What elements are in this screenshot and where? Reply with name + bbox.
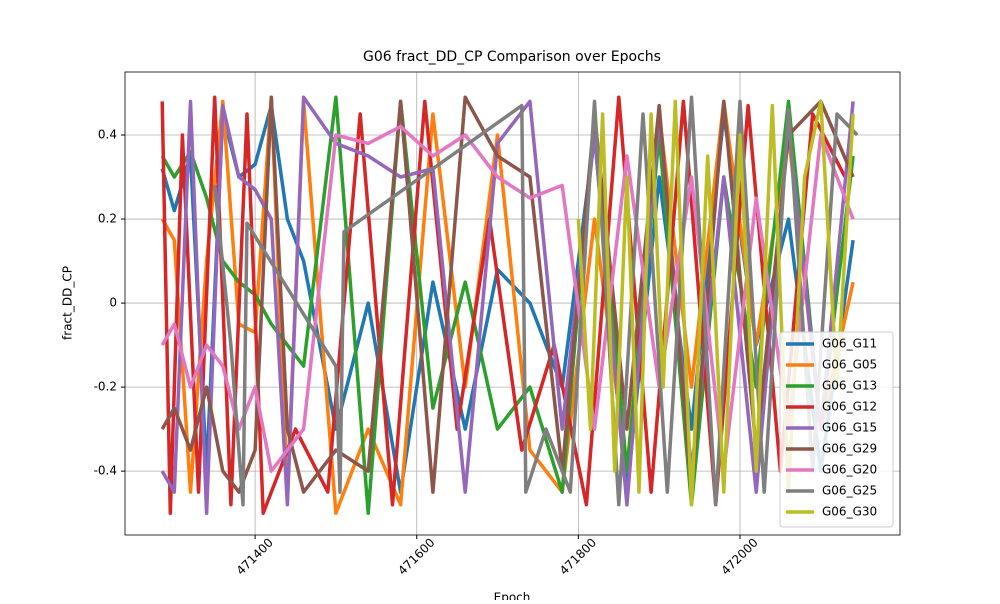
legend-label: G06_G12: [822, 400, 877, 414]
legend-label: G06_G29: [822, 442, 877, 456]
series-line: [160, 124, 855, 473]
y-tick-label: 0.2: [98, 212, 117, 226]
x-tick-label: 471400: [234, 535, 276, 577]
legend-label: G06_G13: [822, 379, 877, 393]
plot-area: [160, 95, 859, 515]
legend-box: [779, 331, 894, 528]
chart-title: G06 fract_DD_CP Comparison over Epochs: [363, 49, 661, 65]
legend: G06_G11 G06_G05 G06_G13 G06_G12 G06_G15 G06_G…: [779, 331, 894, 528]
legend-label: G06_G11: [822, 337, 877, 351]
y-tick-label: 0: [109, 296, 117, 310]
y-tick-label: -0.2: [94, 380, 117, 394]
axes-frame: [124, 71, 901, 536]
series-line: [212, 95, 859, 507]
y-tick-label: -0.4: [94, 464, 117, 478]
series-line: [576, 99, 855, 507]
x-tick-label: 471600: [395, 535, 437, 577]
y-axis-label: fract_DD_CP: [61, 266, 75, 340]
y-tick-label: 0.4: [98, 128, 117, 142]
series-line: [160, 95, 855, 515]
legend-label: G06_G05: [822, 358, 877, 372]
legend-label: G06_G25: [822, 484, 877, 498]
legend-label: G06_G30: [822, 505, 877, 519]
legend-label: G06_G15: [822, 421, 877, 435]
x-tick-label: 471800: [557, 535, 599, 577]
x-axis-label: Epoch: [494, 591, 531, 601]
x-tick-label: 472000: [718, 535, 760, 577]
legend-label: G06_G20: [822, 463, 877, 477]
